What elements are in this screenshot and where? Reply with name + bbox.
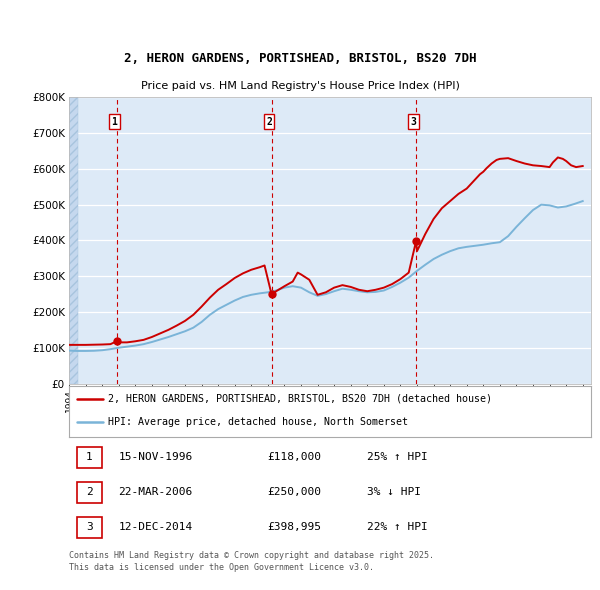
- FancyBboxPatch shape: [77, 517, 102, 537]
- Bar: [69, 97, 78, 384]
- Text: 15-NOV-1996: 15-NOV-1996: [119, 452, 193, 462]
- Text: 25% ↑ HPI: 25% ↑ HPI: [367, 452, 427, 462]
- Text: 12-DEC-2014: 12-DEC-2014: [119, 522, 193, 532]
- Text: 22% ↑ HPI: 22% ↑ HPI: [367, 522, 427, 532]
- Text: 1: 1: [86, 452, 93, 462]
- FancyBboxPatch shape: [77, 447, 102, 467]
- Text: 2: 2: [266, 117, 272, 127]
- Text: 22-MAR-2006: 22-MAR-2006: [119, 487, 193, 497]
- Text: 2, HERON GARDENS, PORTISHEAD, BRISTOL, BS20 7DH (detached house): 2, HERON GARDENS, PORTISHEAD, BRISTOL, B…: [108, 394, 492, 404]
- Text: 2: 2: [86, 487, 93, 497]
- Text: Contains HM Land Registry data © Crown copyright and database right 2025.
This d: Contains HM Land Registry data © Crown c…: [69, 551, 434, 572]
- Text: £250,000: £250,000: [268, 487, 322, 497]
- Text: 2, HERON GARDENS, PORTISHEAD, BRISTOL, BS20 7DH: 2, HERON GARDENS, PORTISHEAD, BRISTOL, B…: [124, 52, 476, 65]
- Text: £118,000: £118,000: [268, 452, 322, 462]
- Text: HPI: Average price, detached house, North Somerset: HPI: Average price, detached house, Nort…: [108, 417, 408, 427]
- Text: 3% ↓ HPI: 3% ↓ HPI: [367, 487, 421, 497]
- Text: 1: 1: [112, 117, 117, 127]
- Text: 3: 3: [86, 522, 93, 532]
- Text: £398,995: £398,995: [268, 522, 322, 532]
- Text: 3: 3: [411, 117, 416, 127]
- FancyBboxPatch shape: [77, 481, 102, 503]
- Text: Price paid vs. HM Land Registry's House Price Index (HPI): Price paid vs. HM Land Registry's House …: [140, 81, 460, 91]
- Bar: [69, 97, 78, 384]
